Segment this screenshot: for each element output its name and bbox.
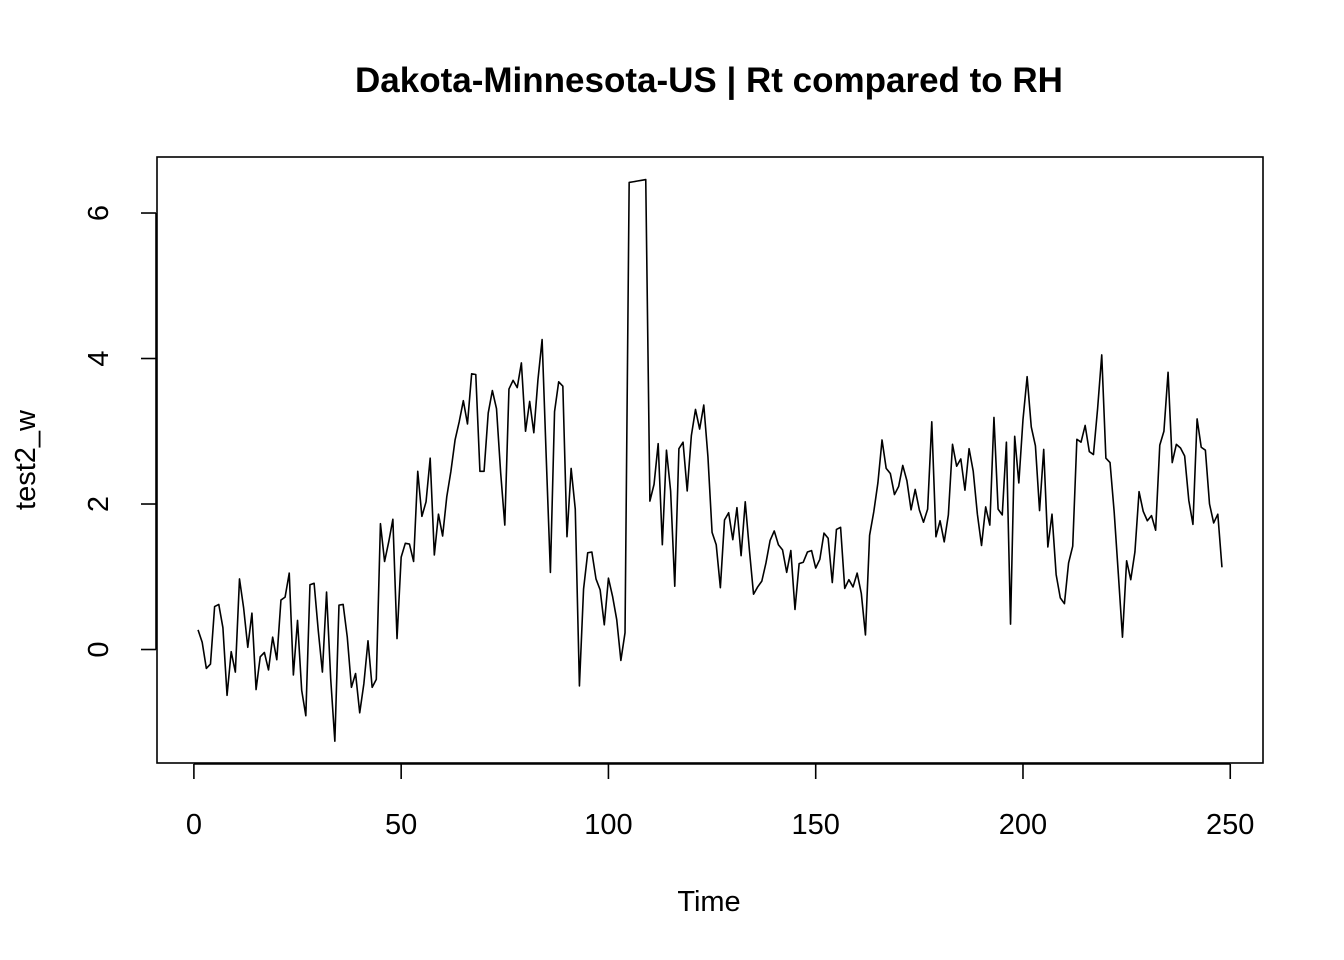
y-tick-label: 6 — [83, 205, 115, 221]
x-tick-label: 200 — [999, 809, 1047, 841]
x-axis-label: Time — [677, 886, 740, 918]
x-tick-label: 50 — [385, 809, 417, 841]
x-tick-label: 150 — [792, 809, 840, 841]
chart-title: Dakota-Minnesota-US | Rt compared to RH — [355, 61, 1063, 100]
y-tick-label: 0 — [83, 641, 115, 657]
x-tick-label: 0 — [186, 809, 202, 841]
x-tick-label: 250 — [1206, 809, 1254, 841]
y-axis: 0 2 4 6 — [83, 205, 157, 658]
x-axis: 0 50 100 150 200 250 — [186, 763, 1254, 841]
x-tick-label: 100 — [584, 809, 632, 841]
y-tick-label: 2 — [83, 496, 115, 512]
series-line — [197, 178, 1223, 742]
plot-frame — [156, 156, 1264, 764]
y-tick-label: 4 — [83, 350, 115, 366]
y-axis-label: test2_w — [10, 409, 42, 510]
